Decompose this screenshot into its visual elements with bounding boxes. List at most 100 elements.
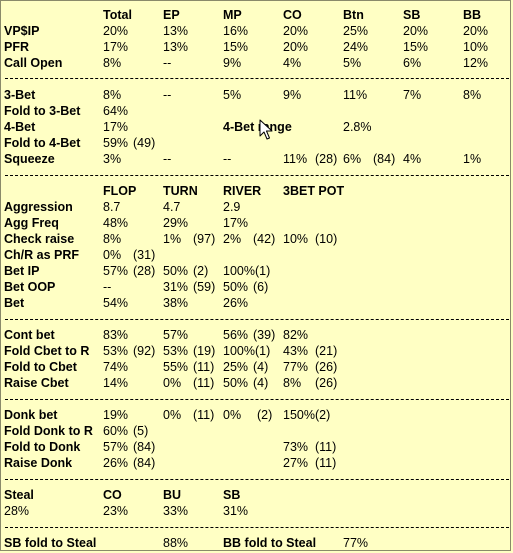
stat-value: 56% [223, 328, 249, 342]
stat-value: 8.7 [103, 200, 121, 214]
stat-value: 28% [4, 504, 30, 518]
stat-sample: (26) [315, 376, 338, 390]
stat-value: 5% [343, 56, 362, 70]
stat-label: Cont bet [4, 328, 55, 342]
stat-value: 60% [103, 424, 129, 438]
stat-value: 23% [103, 504, 129, 518]
stat-sample: (10) [315, 232, 338, 246]
stat-value: 48% [103, 216, 129, 230]
stat-value: 8% [463, 88, 482, 102]
stat-value: 17% [223, 216, 249, 230]
stat-sample: (39) [253, 328, 276, 342]
stat-value: 17% [103, 40, 129, 54]
stat-label: Check raise [4, 232, 75, 246]
stat-label: Fold to Donk [4, 440, 81, 454]
stat-label: Fold to 3-Bet [4, 104, 81, 118]
col-header-bb: BB [463, 8, 482, 22]
stat-label: Fold Cbet to R [4, 344, 90, 358]
stat-label: VP$IP [4, 24, 40, 38]
stat-value: 100%(1) [223, 264, 271, 278]
stat-label: Call Open [4, 56, 63, 70]
stat-value: 11% [343, 88, 368, 102]
stat-value: -- [163, 88, 172, 102]
stat-value: 29% [163, 216, 189, 230]
stat-value: 26% [223, 296, 249, 310]
stat-value: -- [103, 280, 112, 294]
stat-value: 8% [103, 88, 122, 102]
stat-value: 0% [103, 248, 122, 262]
stat-label: Raise Donk [4, 456, 73, 470]
stat-value: 150%(2) [283, 408, 331, 422]
col-header-ep: EP [163, 8, 180, 22]
section-divider [5, 479, 509, 480]
stat-label: Fold to Cbet [4, 360, 77, 374]
stat-value: 8% [103, 56, 122, 70]
stat-value: 2.8% [343, 120, 372, 134]
stat-value: 0% [163, 376, 182, 390]
stat-value: 50% [223, 376, 249, 390]
stat-value: 83% [103, 328, 129, 342]
stat-value: 31% [223, 504, 249, 518]
stat-sample: (2) [193, 264, 209, 278]
stat-label: Raise Cbet [4, 376, 69, 390]
stat-value: 17% [103, 120, 129, 134]
col-header-turn: TURN [163, 184, 198, 198]
stat-value: 6% [343, 152, 362, 166]
stat-value: 20% [403, 24, 429, 38]
stat-value: 4% [283, 56, 302, 70]
stat-label: 4-Bet [4, 120, 36, 134]
stat-sample: (59) [193, 280, 216, 294]
stat-value: 43% [283, 344, 309, 358]
stat-value: -- [223, 152, 232, 166]
stat-value: 3% [103, 152, 122, 166]
section-divider [5, 78, 509, 79]
stat-value: 33% [163, 504, 189, 518]
stat-value: 8% [283, 376, 302, 390]
stat-value: 100%(1) [223, 344, 271, 358]
stat-value: 20% [103, 24, 129, 38]
stat-sample: (11) [315, 456, 337, 470]
stat-value: 13% [163, 24, 189, 38]
stat-value: 77% [343, 536, 369, 550]
stat-value: 10% [463, 40, 489, 54]
stat-value: 77% [283, 360, 309, 374]
section-divider [5, 175, 509, 176]
stat-value: 16% [223, 24, 249, 38]
stat-value: 1% [463, 152, 482, 166]
stat-value: 6% [403, 56, 422, 70]
col-header-btn: Btn [343, 8, 364, 22]
stat-value: 8% [103, 232, 122, 246]
stat-value: 12% [463, 56, 489, 70]
stat-label: Bet IP [4, 264, 40, 278]
stat-value: 55% [163, 360, 189, 374]
stat-value: 2.9 [223, 200, 241, 214]
stat-value: 38% [163, 296, 189, 310]
stat-value: 0% [223, 408, 242, 422]
section-divider [5, 319, 509, 320]
stat-label: Bet OOP [4, 280, 56, 294]
stat-label: Bet [4, 296, 25, 310]
stat-label: Squeeze [4, 152, 55, 166]
stat-value: 50% [223, 280, 249, 294]
stat-value: 50% [163, 264, 189, 278]
stat-label: Fold to 4-Bet [4, 136, 81, 150]
stat-sample: (19) [193, 344, 216, 358]
col-header-sb: SB [403, 8, 421, 22]
stat-value: 53% [103, 344, 129, 358]
stat-label: Agg Freq [4, 216, 59, 230]
stat-sample: (84) [373, 152, 396, 166]
stat-sample: (28) [133, 264, 156, 278]
stat-value: 11% [283, 152, 308, 166]
stat-sample: (11) [193, 376, 215, 390]
stat-sample: (97) [193, 232, 216, 246]
stat-sample: (84) [133, 440, 156, 454]
col-header-mp: MP [223, 8, 242, 22]
col-header-bu: BU [163, 488, 182, 502]
stat-label: Donk bet [4, 408, 58, 422]
col-header-sb: SB [223, 488, 241, 502]
stat-value: 73% [283, 440, 309, 454]
stat-label-4bet-range: 4-Bet range [223, 120, 292, 134]
stat-value: 20% [283, 24, 309, 38]
stat-value: 13% [163, 40, 189, 54]
col-header-co: CO [103, 488, 122, 502]
